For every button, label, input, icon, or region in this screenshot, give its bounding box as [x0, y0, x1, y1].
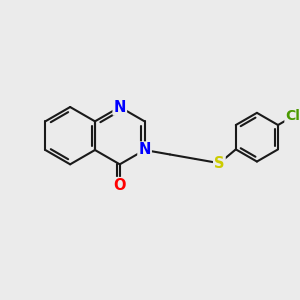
Text: S: S: [214, 156, 225, 171]
Text: O: O: [113, 178, 126, 193]
Text: N: N: [138, 142, 151, 158]
Text: Cl: Cl: [286, 110, 300, 123]
Text: N: N: [114, 100, 126, 115]
